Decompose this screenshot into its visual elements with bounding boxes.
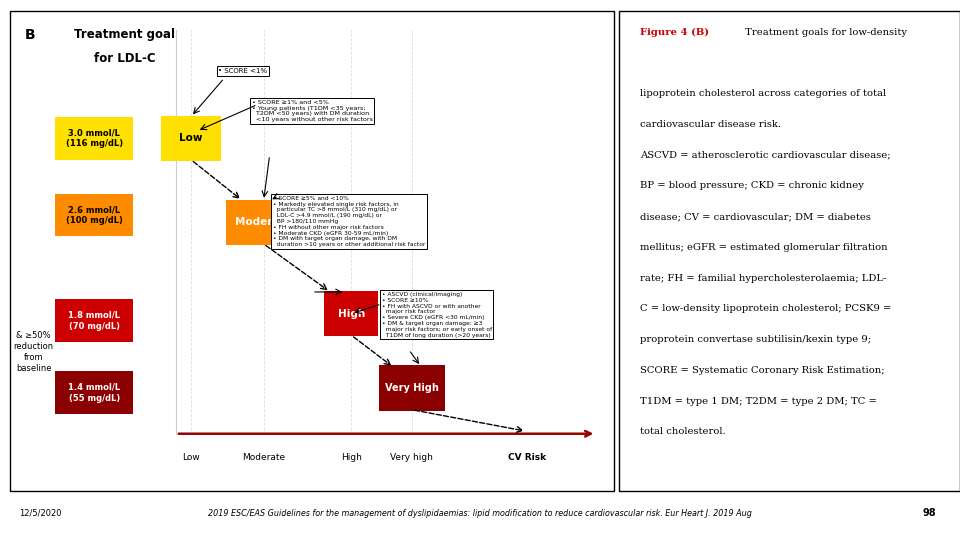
- Text: mellitus; eGFR = estimated glomerular filtration: mellitus; eGFR = estimated glomerular fi…: [639, 243, 887, 252]
- Text: • SCORE ≥5% and <10%
• Markedly elevated single risk factors, in
  particular TC: • SCORE ≥5% and <10% • Markedly elevated…: [273, 196, 425, 247]
- Text: • SCORE ≥1% and <5%
• Young patients (T1DM <35 years;
  T2DM <50 years) with DM : • SCORE ≥1% and <5% • Young patients (T1…: [252, 100, 372, 122]
- Text: Very High: Very High: [385, 383, 439, 393]
- Text: Low: Low: [182, 453, 200, 462]
- FancyBboxPatch shape: [161, 116, 221, 161]
- Text: BP = blood pressure; CKD = chronic kidney: BP = blood pressure; CKD = chronic kidne…: [639, 181, 864, 191]
- Text: B: B: [25, 28, 36, 42]
- Text: for LDL-C: for LDL-C: [94, 52, 156, 65]
- Text: disease; CV = cardiovascular; DM = diabetes: disease; CV = cardiovascular; DM = diabe…: [639, 212, 871, 221]
- Text: 1.8 mmol/L
(70 mg/dL): 1.8 mmol/L (70 mg/dL): [68, 310, 120, 331]
- FancyBboxPatch shape: [379, 366, 444, 410]
- Text: Treatment goals for low-density: Treatment goals for low-density: [742, 28, 907, 37]
- Text: C = low-density lipoprotein cholesterol; PCSK9 =: C = low-density lipoprotein cholesterol;…: [639, 305, 891, 313]
- Text: total cholesterol.: total cholesterol.: [639, 428, 725, 436]
- Text: Moderate: Moderate: [235, 217, 292, 227]
- FancyBboxPatch shape: [56, 117, 133, 159]
- Text: 1.4 mmol/L
(55 mg/dL): 1.4 mmol/L (55 mg/dL): [68, 383, 120, 403]
- Text: • SCORE <1%: • SCORE <1%: [218, 68, 268, 74]
- FancyBboxPatch shape: [10, 11, 614, 491]
- Text: ASCVD = atherosclerotic cardiovascular disease;: ASCVD = atherosclerotic cardiovascular d…: [639, 151, 890, 160]
- Text: 3.0 mmol/L
(116 mg/dL): 3.0 mmol/L (116 mg/dL): [65, 128, 123, 148]
- Text: cardiovascular disease risk.: cardiovascular disease risk.: [639, 120, 780, 129]
- FancyBboxPatch shape: [56, 194, 133, 237]
- Text: T1DM = type 1 DM; T2DM = type 2 DM; TC =: T1DM = type 1 DM; T2DM = type 2 DM; TC =: [639, 397, 876, 406]
- Text: 12/5/2020: 12/5/2020: [19, 509, 61, 518]
- FancyBboxPatch shape: [56, 372, 133, 414]
- Text: SCORE = Systematic Coronary Risk Estimation;: SCORE = Systematic Coronary Risk Estimat…: [639, 366, 884, 375]
- FancyBboxPatch shape: [619, 11, 960, 491]
- Text: 2019 ESC/EAS Guidelines for the management of dyslipidaemias: lipid modification: 2019 ESC/EAS Guidelines for the manageme…: [208, 509, 752, 518]
- Text: Low: Low: [180, 133, 203, 143]
- Text: 2.6 mmol/L
(100 mg/dL): 2.6 mmol/L (100 mg/dL): [66, 205, 123, 225]
- Text: Moderate: Moderate: [242, 453, 285, 462]
- FancyBboxPatch shape: [56, 299, 133, 342]
- Text: CV Risk: CV Risk: [508, 453, 546, 462]
- Text: Very high: Very high: [391, 453, 433, 462]
- FancyBboxPatch shape: [324, 291, 378, 336]
- Text: & ≥50%
reduction
from
baseline: & ≥50% reduction from baseline: [13, 332, 54, 373]
- Text: Figure 4 (B): Figure 4 (B): [639, 28, 708, 37]
- Text: 98: 98: [923, 508, 936, 518]
- Text: High: High: [341, 453, 362, 462]
- Text: Treatment goal: Treatment goal: [74, 28, 175, 40]
- Text: High: High: [338, 308, 365, 319]
- Text: proprotein convertase subtilisin/kexin type 9;: proprotein convertase subtilisin/kexin t…: [639, 335, 871, 344]
- Text: • ASCVD (clinical/imaging)
• SCORE ≥10%
• FH with ASCVD or with another
  major : • ASCVD (clinical/imaging) • SCORE ≥10% …: [381, 292, 492, 338]
- Text: lipoprotein cholesterol across categories of total: lipoprotein cholesterol across categorie…: [639, 89, 886, 98]
- FancyBboxPatch shape: [227, 200, 301, 245]
- Text: rate; FH = familial hypercholesterolaemia; LDL-: rate; FH = familial hypercholesterolaemi…: [639, 274, 886, 282]
